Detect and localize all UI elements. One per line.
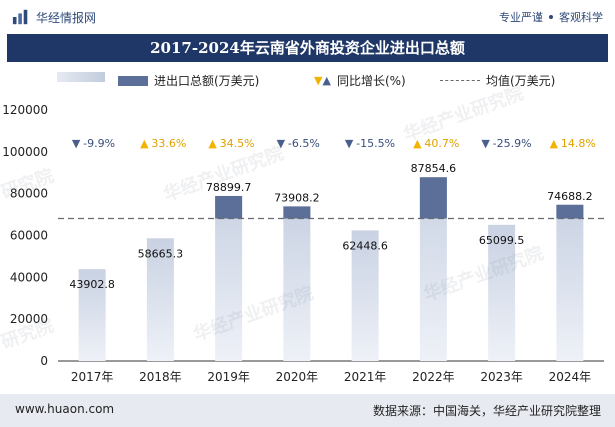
growth-down-icon: ▼ — [481, 137, 490, 150]
top-bar: 华经情报网 专业严谨 客观科学 — [0, 0, 615, 34]
tagline: 专业严谨 客观科学 — [499, 9, 603, 25]
legend-bar-label: 进出口总额(万美元) — [154, 74, 260, 88]
growth-up-icon: ▲ — [140, 137, 149, 150]
legend-light-swatch — [57, 72, 105, 82]
growth-label: -25.9% — [493, 137, 532, 150]
legend-growth-label: 同比增长(%) — [336, 74, 406, 88]
bar — [351, 230, 379, 361]
y-tick-label: 100000 — [2, 145, 48, 159]
bar — [283, 206, 311, 361]
growth-label: 40.7% — [424, 137, 459, 150]
x-tick-label: 2020年 — [276, 370, 319, 384]
x-tick-label: 2017年 — [71, 370, 114, 384]
growth-up-icon: ▲ — [208, 137, 217, 150]
bar — [488, 224, 516, 361]
footer-url: www.huaon.com — [15, 402, 115, 416]
y-tick-label: 80000 — [10, 187, 48, 201]
tagline-right: 客观科学 — [559, 11, 603, 24]
x-tick-label: 2018年 — [139, 370, 182, 384]
growth-down-icon: ▼ — [72, 137, 81, 150]
bar-cap — [419, 177, 447, 219]
bar — [78, 269, 106, 361]
footer: www.huaon.com 数据来源：中国海关，华经产业研究院整理 — [0, 394, 615, 427]
brand-name: 华经情报网 — [36, 10, 97, 25]
x-tick-label: 2021年 — [344, 370, 387, 384]
legend: 进出口总额(万美元) ▼▲ 同比增长(%) 均值(万美元) — [0, 72, 615, 92]
legend-bar-swatch — [118, 75, 148, 86]
growth-down-icon: ▼ — [345, 137, 354, 150]
y-tick-label: 60000 — [10, 229, 48, 243]
y-tick-label: 40000 — [10, 270, 48, 284]
data-label: 74688.2 — [547, 190, 593, 203]
legend-bar-swatch-item — [57, 72, 105, 82]
x-tick-label: 2023年 — [480, 370, 523, 384]
growth-up-icon: ▲ — [413, 137, 422, 150]
brand: 华经情报网 — [12, 8, 96, 26]
bar — [146, 238, 174, 361]
growth-label: 33.6% — [151, 137, 186, 150]
tagline-left: 专业严谨 — [499, 11, 543, 24]
bar-cap — [283, 206, 311, 219]
x-tick-label: 2019年 — [207, 370, 250, 384]
chart-title: 2017-2024年云南省外商投资企业进出口总额 — [7, 34, 608, 62]
growth-label: -9.9% — [83, 137, 115, 150]
data-label: 73908.2 — [274, 191, 320, 204]
chart: 0 20000 40000 60000 80000 100000 120000 2017年 43… — [2, 103, 604, 384]
x-tick-label: 2024年 — [549, 370, 592, 384]
y-tick-label: 0 — [40, 354, 48, 368]
legend-growth-icon: ▼▲ — [314, 74, 331, 87]
legend-avg-item: 均值(万美元) — [440, 72, 555, 89]
bar — [215, 195, 243, 361]
bar — [556, 204, 584, 361]
legend-avg-label: 均值(万美元) — [486, 74, 556, 88]
growth-label: -6.5% — [288, 137, 320, 150]
legend-bar-item: 进出口总额(万美元) — [118, 72, 259, 89]
growth-up-icon: ▲ — [550, 137, 559, 150]
growth-label: 34.5% — [220, 137, 255, 150]
growth-label: -15.5% — [356, 137, 395, 150]
growth-label: 14.8% — [561, 137, 596, 150]
footer-source: 数据来源：中国海关，华经产业研究院整理 — [372, 404, 601, 418]
y-tick-label: 120000 — [2, 103, 48, 117]
data-label: 87854.6 — [411, 162, 457, 175]
growth-down-icon: ▼ — [277, 137, 286, 150]
bar-cap — [215, 195, 243, 219]
logo-icon — [12, 9, 28, 25]
data-label: 78899.7 — [206, 181, 252, 194]
bar-cap — [556, 204, 584, 219]
legend-avg-swatch — [440, 80, 480, 81]
data-label: 65099.5 — [479, 234, 525, 247]
data-label: 43902.8 — [69, 278, 115, 291]
data-label: 62448.6 — [342, 239, 388, 252]
separator-dot-icon — [549, 15, 553, 19]
data-label: 58665.3 — [138, 247, 184, 260]
y-tick-label: 20000 — [10, 312, 48, 326]
legend-growth-item: ▼▲ 同比增长(%) — [314, 72, 406, 89]
x-tick-label: 2022年 — [412, 370, 455, 384]
